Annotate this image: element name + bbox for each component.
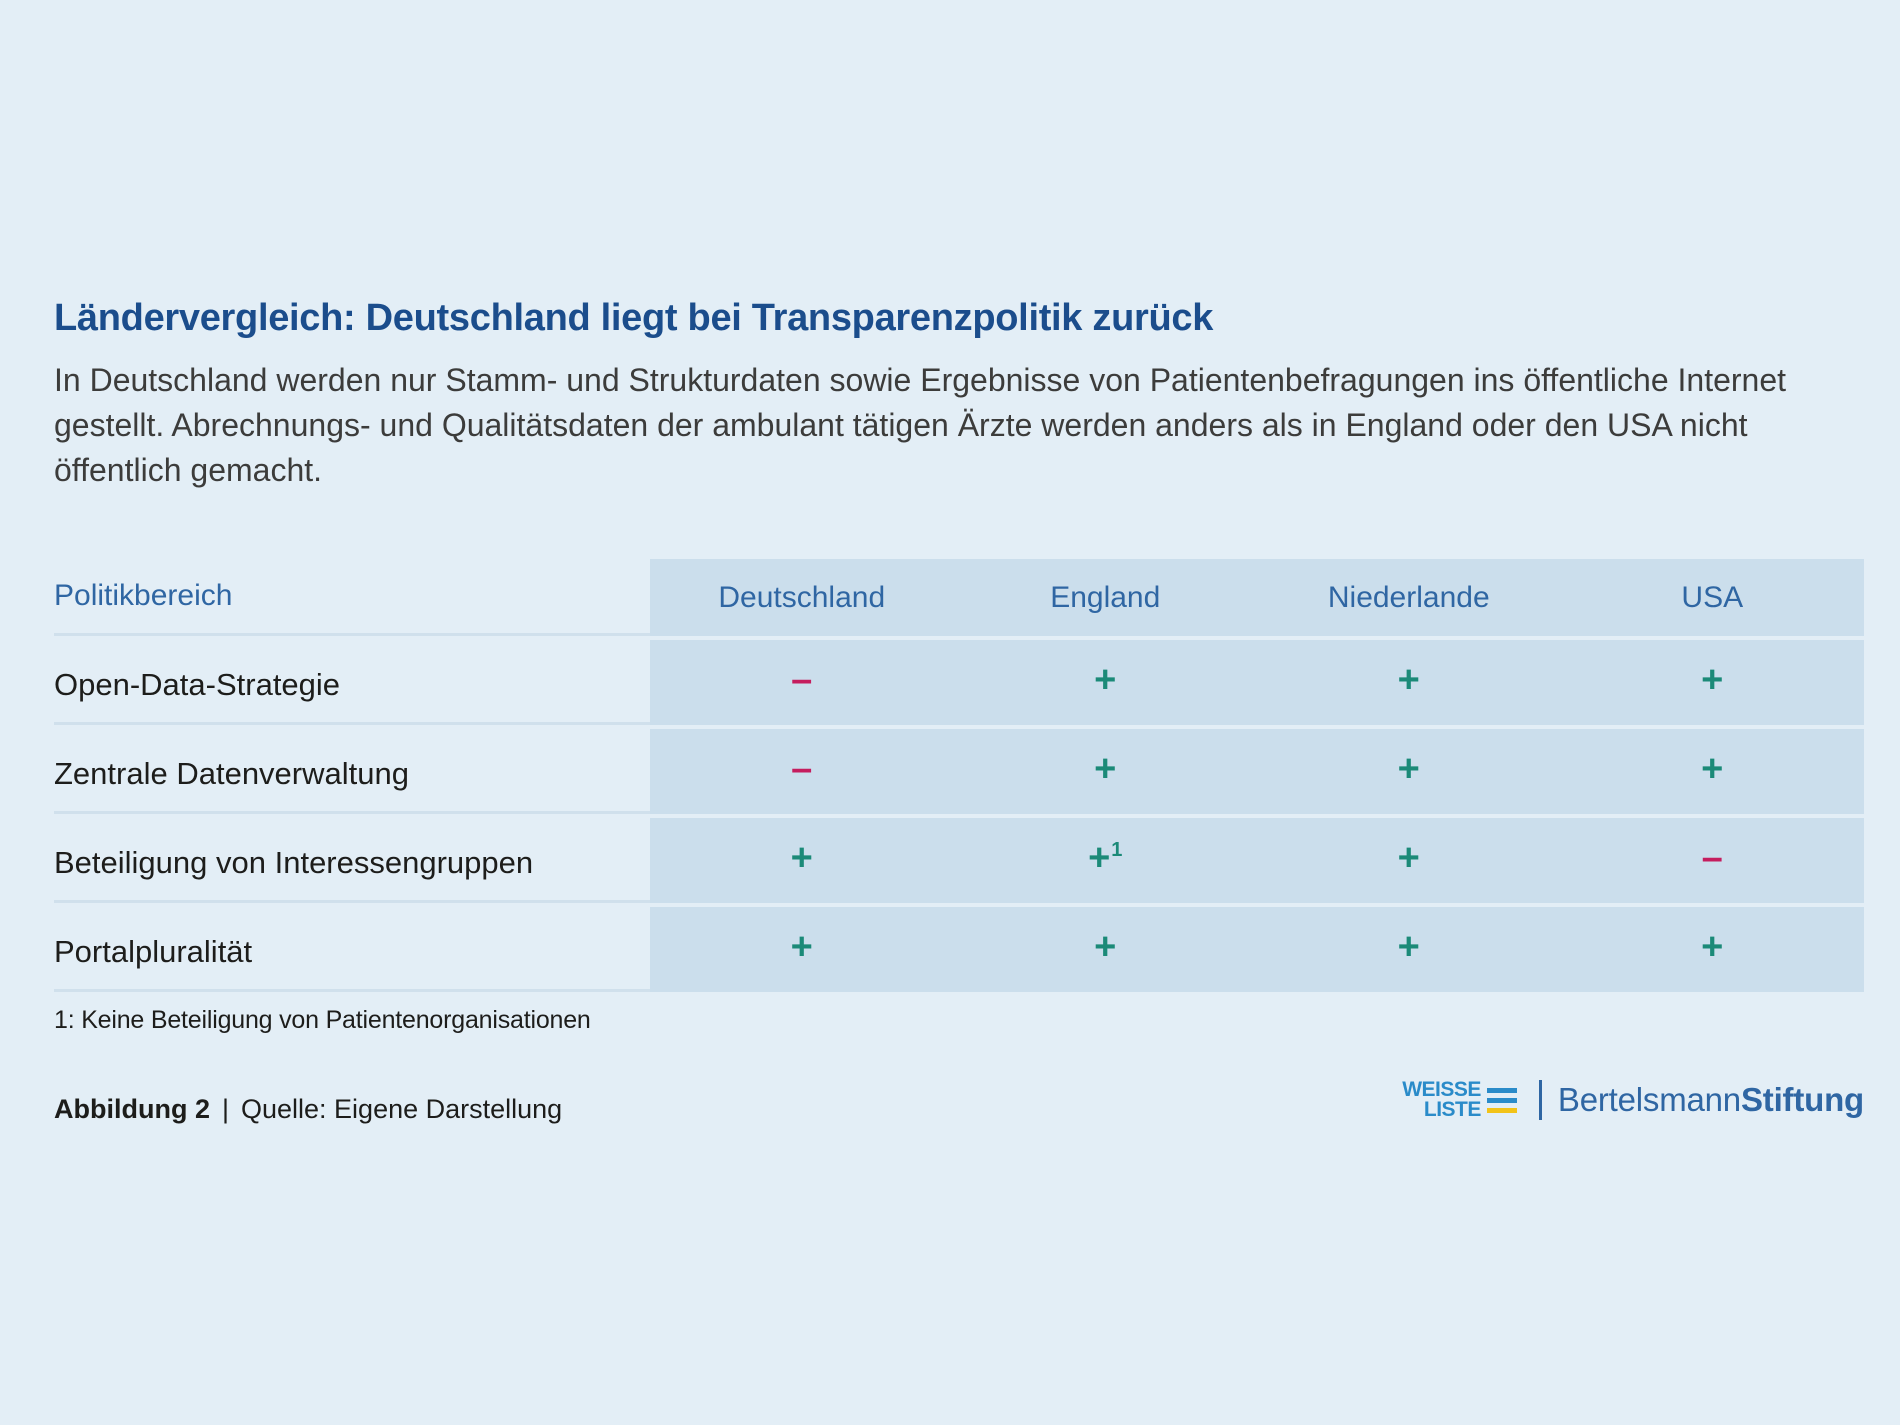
weisse-liste-line1: WEISSE — [1402, 1078, 1481, 1101]
footnote-marker: 1 — [1111, 838, 1123, 861]
table-row: Zentrale Datenverwaltung – + + + — [54, 729, 1864, 814]
cell-value: + — [1088, 836, 1111, 879]
cell-value: + — [790, 925, 813, 968]
table-row: Portalpluralität + + + + — [54, 907, 1864, 992]
minus-mark: – — [650, 640, 954, 725]
cell-value: + — [1094, 658, 1117, 701]
table-header-row: Politikbereich Deutschland England Niede… — [54, 559, 1864, 636]
figure-title: Ländervergleich: Deutschland liegt bei T… — [54, 297, 1214, 339]
table-body: Open-Data-Strategie – + + + Zentrale Datenver… — [54, 640, 1864, 992]
header-politikbereich: Politikbereich — [54, 559, 650, 636]
logo-group: WEISSE LISTE BertelsmannStiftung — [1402, 1074, 1864, 1126]
row-label: Beteiligung von Interessengruppen — [54, 818, 650, 903]
figure-container: Ländervergleich: Deutschland liegt bei T… — [54, 290, 1864, 1035]
header-country: England — [953, 559, 1257, 636]
cell-value: + — [1397, 747, 1420, 790]
plus-mark: + — [1257, 818, 1561, 903]
stiftung-text: Stiftung — [1740, 1081, 1864, 1118]
table-row: Open-Data-Strategie – + + + — [54, 640, 1864, 725]
table-footnote: 1: Keine Beteiligung von Patientenorgani… — [54, 1006, 591, 1034]
plus-mark: + — [1560, 729, 1864, 814]
figure-source: Quelle: Eigene Darstellung — [241, 1094, 563, 1124]
figure-caption: Abbildung 2 | Quelle: Eigene Darstellung — [54, 1090, 562, 1128]
plus-mark: + — [650, 818, 954, 903]
weisse-liste-logo: WEISSE LISTE — [1402, 1078, 1517, 1121]
minus-mark: – — [1560, 818, 1864, 903]
plus-mark: + — [650, 907, 954, 992]
cell-value: + — [790, 836, 813, 879]
plus-mark: + — [1560, 640, 1864, 725]
logo-divider — [1538, 1080, 1542, 1120]
row-label: Portalpluralität — [54, 907, 650, 992]
figure-number: Abbildung 2 — [54, 1094, 210, 1124]
plus-mark: + — [953, 729, 1257, 814]
plus-mark: + — [1257, 640, 1561, 725]
cell-value: + — [1397, 836, 1420, 879]
header-country: USA — [1560, 559, 1864, 636]
plus-mark: + — [1257, 729, 1561, 814]
figure-subtitle: In Deutschland werden nur Stamm- und Str… — [54, 362, 1787, 488]
cell-value: + — [1701, 658, 1724, 701]
cell-value: – — [791, 658, 813, 701]
plus-mark: + — [953, 640, 1257, 725]
plus-mark: + — [1560, 907, 1864, 992]
cell-value: – — [791, 747, 813, 790]
caption-separator: | — [221, 1094, 229, 1124]
weisse-liste-line2: LISTE — [1423, 1098, 1482, 1121]
bertelsmann-text: Bertelsmann — [1557, 1081, 1741, 1118]
cell-value: + — [1094, 925, 1117, 968]
comparison-table: Politikbereich Deutschland England Niede… — [54, 555, 1864, 996]
row-label: Open-Data-Strategie — [54, 640, 650, 725]
minus-mark: – — [650, 729, 954, 814]
cell-value: – — [1701, 836, 1723, 879]
cell-value: + — [1397, 658, 1420, 701]
header-country: Deutschland — [650, 559, 954, 636]
cell-value: + — [1397, 925, 1420, 968]
weisse-liste-bars-icon — [1486, 1087, 1517, 1113]
table-row: Beteiligung von Interessengruppen + +1 + – — [54, 818, 1864, 903]
header-country: Niederlande — [1257, 559, 1561, 636]
cell-value: + — [1094, 747, 1117, 790]
plus-mark: + — [953, 907, 1257, 992]
plus-mark: + — [1257, 907, 1561, 992]
cell-value: + — [1701, 925, 1724, 968]
figure-footer: Abbildung 2 | Quelle: Eigene Darstellung W… — [54, 1079, 1864, 1130]
plus-mark: +1 — [953, 818, 1257, 903]
row-label: Zentrale Datenverwaltung — [54, 729, 650, 814]
bertelsmann-stiftung-logo: BertelsmannStiftung — [1558, 1081, 1864, 1119]
cell-value: + — [1701, 747, 1724, 790]
